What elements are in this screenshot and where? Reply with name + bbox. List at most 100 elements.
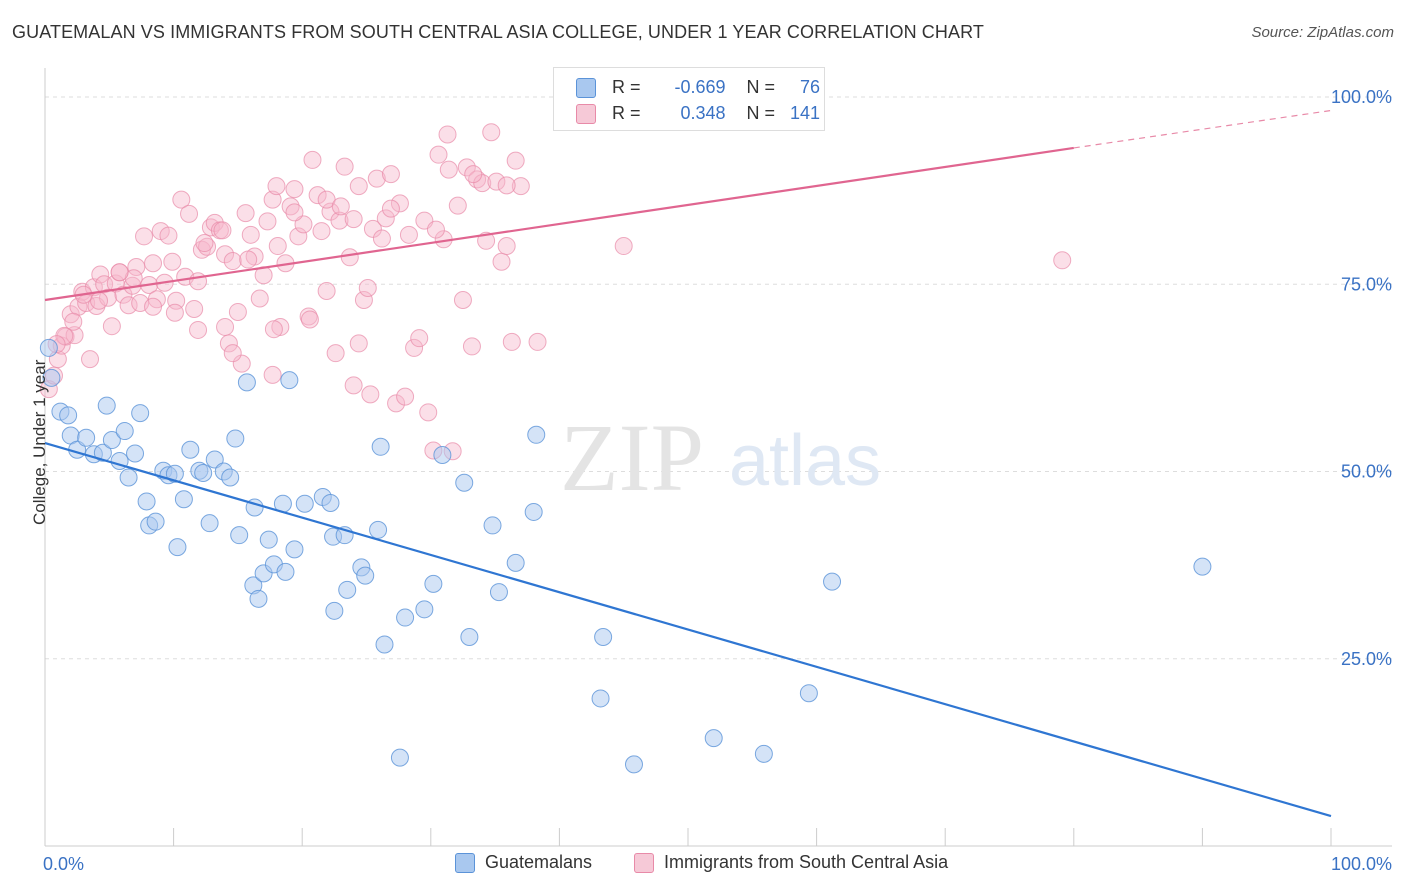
legend-label: Immigrants from South Central Asia [664,852,949,872]
data-point-immigrants [64,312,83,331]
legend-item-immigrants[interactable]: Immigrants from South Central Asia [634,852,948,873]
data-point-guatemalans [460,628,479,647]
tick-labels: 25.0% 50.0% 75.0% 100.0% 0.0% 100.0% [43,87,1392,874]
data-point-guatemalans [396,608,415,627]
data-point-guatemalans [455,473,474,492]
data-point-guatemalans [424,574,443,593]
data-point-guatemalans [624,755,643,774]
data-point-immigrants [144,254,163,273]
data-point-guatemalans [115,422,134,441]
data-point-immigrants [189,272,208,291]
r-value: 0.348 [680,102,726,123]
data-point-immigrants [448,196,467,215]
data-point-guatemalans [259,530,278,549]
legend-swatch-pink [576,104,596,124]
data-point-immigrants [361,385,380,404]
r-label: R = [612,102,641,123]
data-point-immigrants [165,303,184,322]
data-point-immigrants [317,281,336,300]
data-point-guatemalans [194,463,213,482]
data-point-immigrants [511,177,530,196]
data-point-immigrants [358,278,377,297]
data-point-immigrants [163,252,182,271]
data-point-guatemalans [168,538,187,557]
data-point-immigrants [216,317,235,336]
data-point-immigrants [119,296,138,315]
data-point-guatemalans [390,748,409,767]
data-point-immigrants [110,263,129,282]
bottom-legend: Guatemalans Immigrants from South Centra… [0,852,1406,878]
trend-lines [44,109,1332,818]
data-point-guatemalans [97,396,116,415]
series-guatemalans-points [39,338,1212,774]
data-point-immigrants [285,180,304,199]
watermark-atlas: atlas [729,421,881,501]
data-point-immigrants [213,221,232,240]
data-point-guatemalans [59,406,78,425]
data-point-immigrants [492,252,511,271]
data-point-guatemalans [226,429,245,448]
data-point-guatemalans [356,566,375,585]
data-point-guatemalans [280,371,299,390]
data-point-guatemalans [524,502,543,521]
data-point-guatemalans [489,583,508,602]
data-point-immigrants [239,250,258,269]
data-point-immigrants [396,387,415,406]
trend-line-immigrants [44,146,1074,302]
data-point-guatemalans [321,493,340,512]
data-point-guatemalans [165,464,184,483]
data-point-immigrants [135,227,154,246]
data-point-guatemalans [415,600,434,619]
n-label: N = [746,76,776,97]
data-point-immigrants [410,329,429,348]
data-point-immigrants [65,326,84,345]
data-point-immigrants [321,202,340,221]
legend-item-guatemalans[interactable]: Guatemalans [455,852,592,873]
x-tick-label: 0.0% [43,854,84,874]
data-point-guatemalans [704,729,723,748]
data-point-immigrants [91,265,110,284]
data-point-guatemalans [591,689,610,708]
data-point-immigrants [81,350,100,369]
data-point-guatemalans [126,444,145,463]
y-tick-label: 50.0% [1341,462,1392,482]
data-point-guatemalans [181,440,200,459]
data-point-immigrants [144,297,163,316]
data-point-guatemalans [527,425,546,444]
data-point-guatemalans [375,635,394,654]
data-point-immigrants [335,157,354,176]
data-point-immigrants [232,354,251,373]
data-point-immigrants [426,220,445,239]
data-point-immigrants [363,219,382,238]
data-point-guatemalans [93,443,112,462]
data-point-immigrants [263,365,282,384]
data-point-immigrants [299,307,318,326]
data-point-immigrants [172,190,191,209]
legend-label: Guatemalans [485,852,593,872]
chart-title: GUATEMALAN VS IMMIGRANTS FROM SOUTH CENT… [12,22,984,42]
data-point-guatemalans [119,468,138,487]
data-point-guatemalans [102,431,121,450]
data-point-immigrants [236,204,255,223]
data-point-immigrants [189,320,208,339]
data-point-immigrants [462,337,481,356]
data-point-guatemalans [131,404,150,423]
data-point-immigrants [308,186,327,205]
data-point-immigrants [289,227,308,246]
data-point-immigrants [381,165,400,184]
data-point-immigrants [390,194,409,213]
data-point-immigrants [180,204,199,223]
data-point-immigrants [429,145,448,164]
legend-swatch-blue [455,852,475,873]
n-label: N = [746,102,776,123]
n-value: 76 [800,76,821,97]
data-point-immigrants [439,160,458,179]
data-point-immigrants [331,197,350,216]
data-point-guatemalans [295,494,314,513]
data-point-immigrants [263,190,282,209]
data-point-guatemalans [594,628,613,647]
data-point-guatemalans [221,468,240,487]
data-point-immigrants [367,169,386,188]
data-point-immigrants [223,252,242,271]
